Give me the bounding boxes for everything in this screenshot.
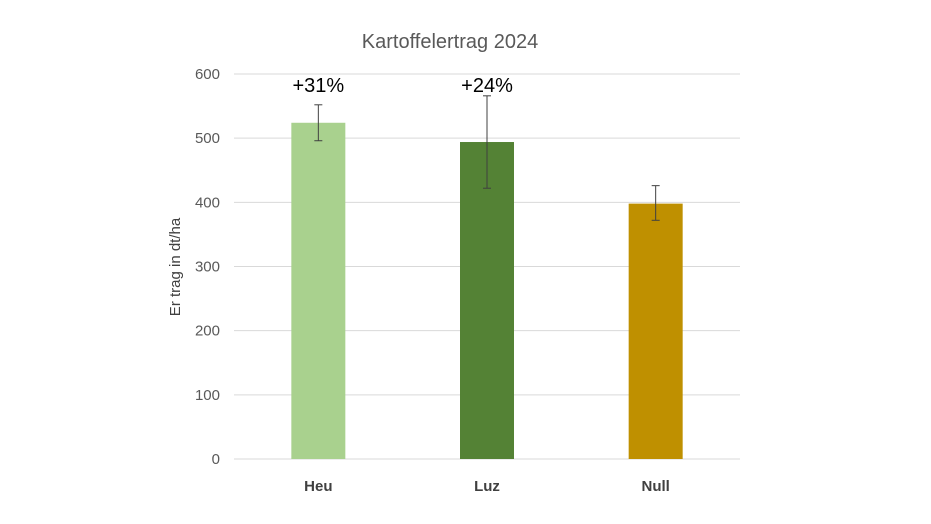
category-label-heu: Heu: [304, 478, 332, 495]
annotations: +31% +24%: [292, 75, 513, 97]
x-axis-categories: Heu Luz Null: [304, 478, 670, 495]
y-tick-label: 300: [195, 259, 220, 276]
y-axis-ticks: 0 100 200 300 400 500 600: [195, 66, 220, 468]
bars: [291, 122, 683, 460]
bar-heu: [291, 122, 346, 460]
y-axis-label: Er trag in dt/ha: [167, 217, 184, 316]
annotation-luz: +24%: [461, 75, 513, 97]
annotation-heu: +31%: [292, 75, 344, 97]
y-tick-label: 0: [212, 451, 220, 468]
y-tick-label: 400: [195, 194, 220, 211]
bar-null: [628, 203, 683, 459]
y-tick-label: 200: [195, 323, 220, 340]
error-bars: [314, 95, 660, 221]
y-tick-label: 600: [195, 66, 220, 83]
chart-title: Kartoffelertrag 2024: [362, 31, 538, 53]
y-tick-label: 100: [195, 387, 220, 404]
y-tick-label: 500: [195, 130, 220, 147]
bar-luz: [460, 142, 514, 459]
category-label-null: Null: [641, 478, 669, 495]
category-label-luz: Luz: [474, 478, 500, 495]
